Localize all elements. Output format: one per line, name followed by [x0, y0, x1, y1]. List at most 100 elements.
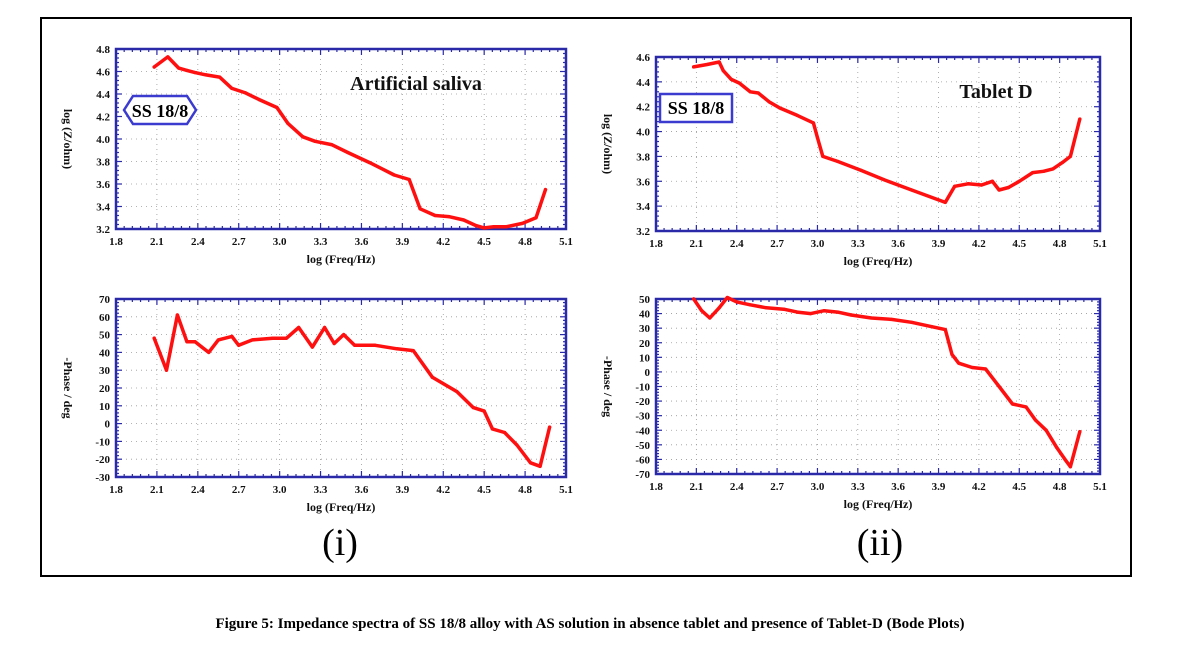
data-point [970, 365, 974, 370]
x-tick-label: 3.3 [314, 484, 328, 496]
x-tick-label: 1.8 [649, 238, 663, 250]
x-tick-label: 3.0 [811, 481, 825, 493]
plot-frame [654, 297, 1102, 476]
data-point [392, 173, 396, 177]
data-point [430, 375, 434, 379]
x-tick-label: 3.6 [891, 481, 905, 493]
data-point [297, 325, 301, 330]
x-tick-label: 2.1 [689, 238, 703, 250]
x-tick-label: 4.2 [436, 236, 450, 248]
chart-panel-1: 1.8 2.1 2.4 2.7 3.0 3.3 3.6 3.9 4.2 4.5 4.8 5.1 3.2 3… [61, 44, 573, 266]
data-point [271, 336, 275, 340]
data-point [737, 81, 742, 85]
y-tick-label: 3.6 [636, 176, 650, 188]
data-point [1078, 430, 1082, 434]
data-point [778, 106, 782, 110]
y-tick-label: 3.6 [96, 179, 110, 191]
x-tick-label: 2.7 [770, 481, 784, 493]
plot-frame [654, 55, 1102, 233]
x-tick-label: 5.1 [1093, 481, 1107, 493]
data-point [1055, 446, 1059, 450]
data-point [528, 461, 533, 465]
data-point [418, 207, 422, 211]
y-axis-label: -Phase / deg [601, 356, 615, 417]
data-point [1068, 154, 1072, 159]
x-tick-label: 4.8 [1053, 238, 1067, 250]
y-tick-label: 30 [639, 323, 651, 335]
x-axis-label: log (Freq/Hz) [307, 252, 376, 266]
y-tick-label: -20 [95, 454, 110, 466]
data-point [152, 65, 156, 69]
data-point [193, 71, 197, 75]
data-point [795, 113, 799, 118]
data-point [767, 100, 771, 104]
series-line [691, 295, 1082, 469]
x-tick-label: 4.5 [477, 236, 491, 248]
x-tick-label: 3.0 [811, 238, 825, 250]
y-tick-label: 3.8 [96, 157, 110, 169]
data-point [700, 309, 704, 313]
data-point [729, 77, 733, 81]
y-tick-label: 3.2 [636, 226, 650, 238]
y-tick-label: 0 [645, 367, 651, 379]
data-point [353, 343, 357, 347]
y-tick-label: 4.2 [96, 112, 110, 124]
y-tick-label: 4.6 [96, 67, 110, 79]
badge-ss-18-8-i: SS 18/8 [122, 94, 198, 126]
y-tick-label: 0 [105, 419, 111, 431]
data-point [407, 177, 411, 182]
y-tick-label: -60 [635, 454, 650, 466]
x-tick-label: 2.4 [191, 236, 205, 248]
x-tick-label: 2.4 [730, 238, 744, 250]
x-tick-label: 2.1 [150, 236, 164, 248]
data-point [368, 161, 372, 165]
data-point [756, 91, 760, 95]
y-tick-label: 4.4 [636, 77, 650, 89]
y-tick-label: -30 [635, 411, 650, 423]
data-point [482, 226, 486, 230]
x-tick-label: 3.9 [395, 236, 409, 248]
data-point [175, 313, 179, 317]
data-point [193, 340, 197, 344]
data-point [534, 216, 538, 220]
data-point [243, 91, 248, 95]
data-point [692, 65, 696, 69]
chart-panel-3: 1.8 2.1 2.4 2.7 3.0 3.3 3.6 3.9 4.2 4.5 4.8 5.1 3.2 3… [601, 52, 1107, 268]
data-point [504, 225, 508, 229]
data-point [943, 200, 947, 205]
data-point [329, 143, 334, 147]
data-point [313, 139, 317, 143]
data-point [809, 311, 813, 316]
x-tick-label: 4.2 [972, 481, 986, 493]
x-tick-label: 3.9 [395, 484, 409, 496]
data-point [230, 86, 234, 90]
x-tick-label: 4.2 [436, 484, 450, 496]
data-point [764, 306, 768, 310]
y-tick-label: 3.4 [636, 201, 650, 213]
data-point [748, 90, 752, 94]
y-tick-label: -30 [95, 472, 110, 484]
x-tick-label: 3.3 [851, 238, 865, 250]
data-point [482, 409, 486, 413]
x-tick-label: 3.3 [851, 481, 865, 493]
data-point [950, 352, 954, 357]
data-point [997, 384, 1001, 389]
data-point [1017, 179, 1021, 183]
data-point [849, 313, 853, 317]
data-point [323, 325, 327, 330]
badge-label: SS 18/8 [132, 101, 189, 121]
x-tick-label: 5.1 [559, 236, 573, 248]
x-tick-label: 3.0 [273, 484, 287, 496]
y-tick-label: 20 [99, 383, 111, 395]
y-tick-label: -40 [635, 425, 650, 437]
data-point [342, 333, 346, 337]
data-point [858, 168, 863, 172]
data-point [910, 320, 914, 324]
data-point [462, 218, 466, 222]
y-tick-label: 50 [639, 294, 651, 306]
data-point [1051, 167, 1055, 171]
data-point [721, 69, 725, 73]
data-point [692, 297, 696, 301]
y-tick-label: 3.2 [96, 224, 110, 236]
x-tick-label: 3.9 [932, 481, 946, 493]
